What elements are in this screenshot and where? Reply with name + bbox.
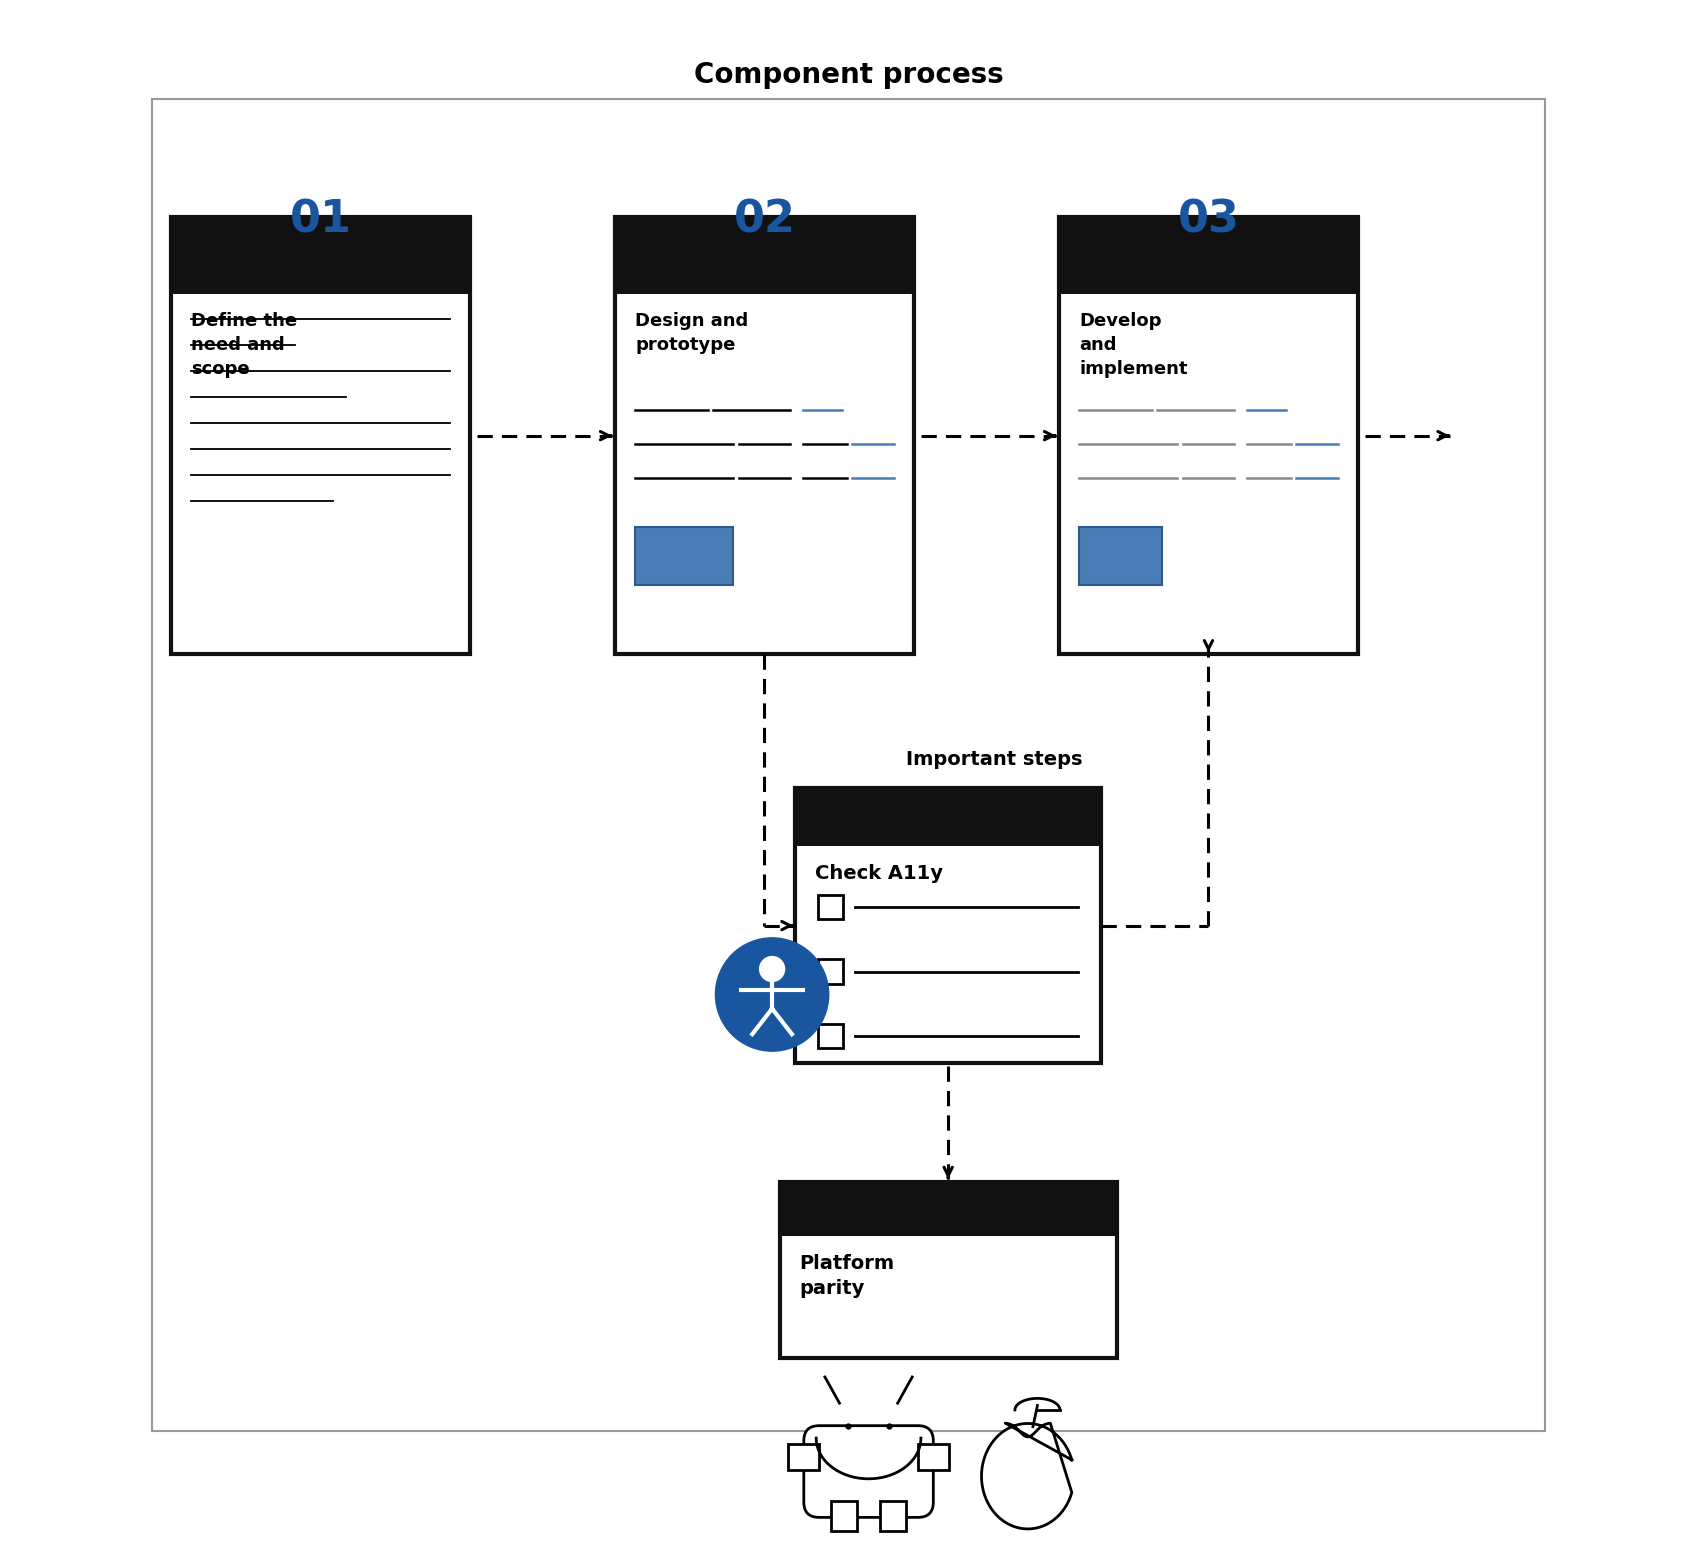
FancyBboxPatch shape (780, 1182, 1117, 1236)
FancyBboxPatch shape (172, 218, 469, 654)
Text: Develop
and
implement: Develop and implement (1080, 312, 1187, 377)
Bar (831, 1500, 856, 1531)
Text: 03: 03 (1177, 198, 1240, 241)
FancyBboxPatch shape (780, 1182, 1117, 1358)
Text: Component process: Component process (693, 60, 1004, 88)
Text: Important steps: Important steps (907, 751, 1082, 769)
Text: Define the
need and
scope: Define the need and scope (192, 312, 298, 377)
FancyBboxPatch shape (796, 788, 1102, 1063)
Bar (918, 1445, 949, 1471)
FancyBboxPatch shape (1060, 218, 1357, 654)
Text: Check A11y: Check A11y (816, 864, 944, 884)
FancyBboxPatch shape (616, 218, 913, 294)
Bar (151, 99, 1546, 1431)
Circle shape (715, 938, 829, 1051)
Text: 01: 01 (289, 198, 352, 241)
Text: Platform
parity: Platform parity (799, 1255, 895, 1298)
Bar (817, 1024, 843, 1048)
Bar (789, 1445, 819, 1471)
FancyBboxPatch shape (636, 527, 733, 586)
FancyBboxPatch shape (796, 788, 1102, 847)
Circle shape (760, 956, 784, 981)
FancyBboxPatch shape (1060, 218, 1357, 294)
FancyBboxPatch shape (616, 218, 913, 654)
FancyBboxPatch shape (804, 1426, 934, 1517)
Polygon shape (982, 1423, 1071, 1530)
FancyBboxPatch shape (1080, 527, 1162, 586)
FancyBboxPatch shape (172, 218, 469, 294)
Bar (880, 1500, 907, 1531)
Bar (817, 895, 843, 919)
Bar (817, 959, 843, 984)
Text: 02: 02 (733, 198, 796, 241)
Text: Design and
prototype: Design and prototype (636, 312, 748, 354)
